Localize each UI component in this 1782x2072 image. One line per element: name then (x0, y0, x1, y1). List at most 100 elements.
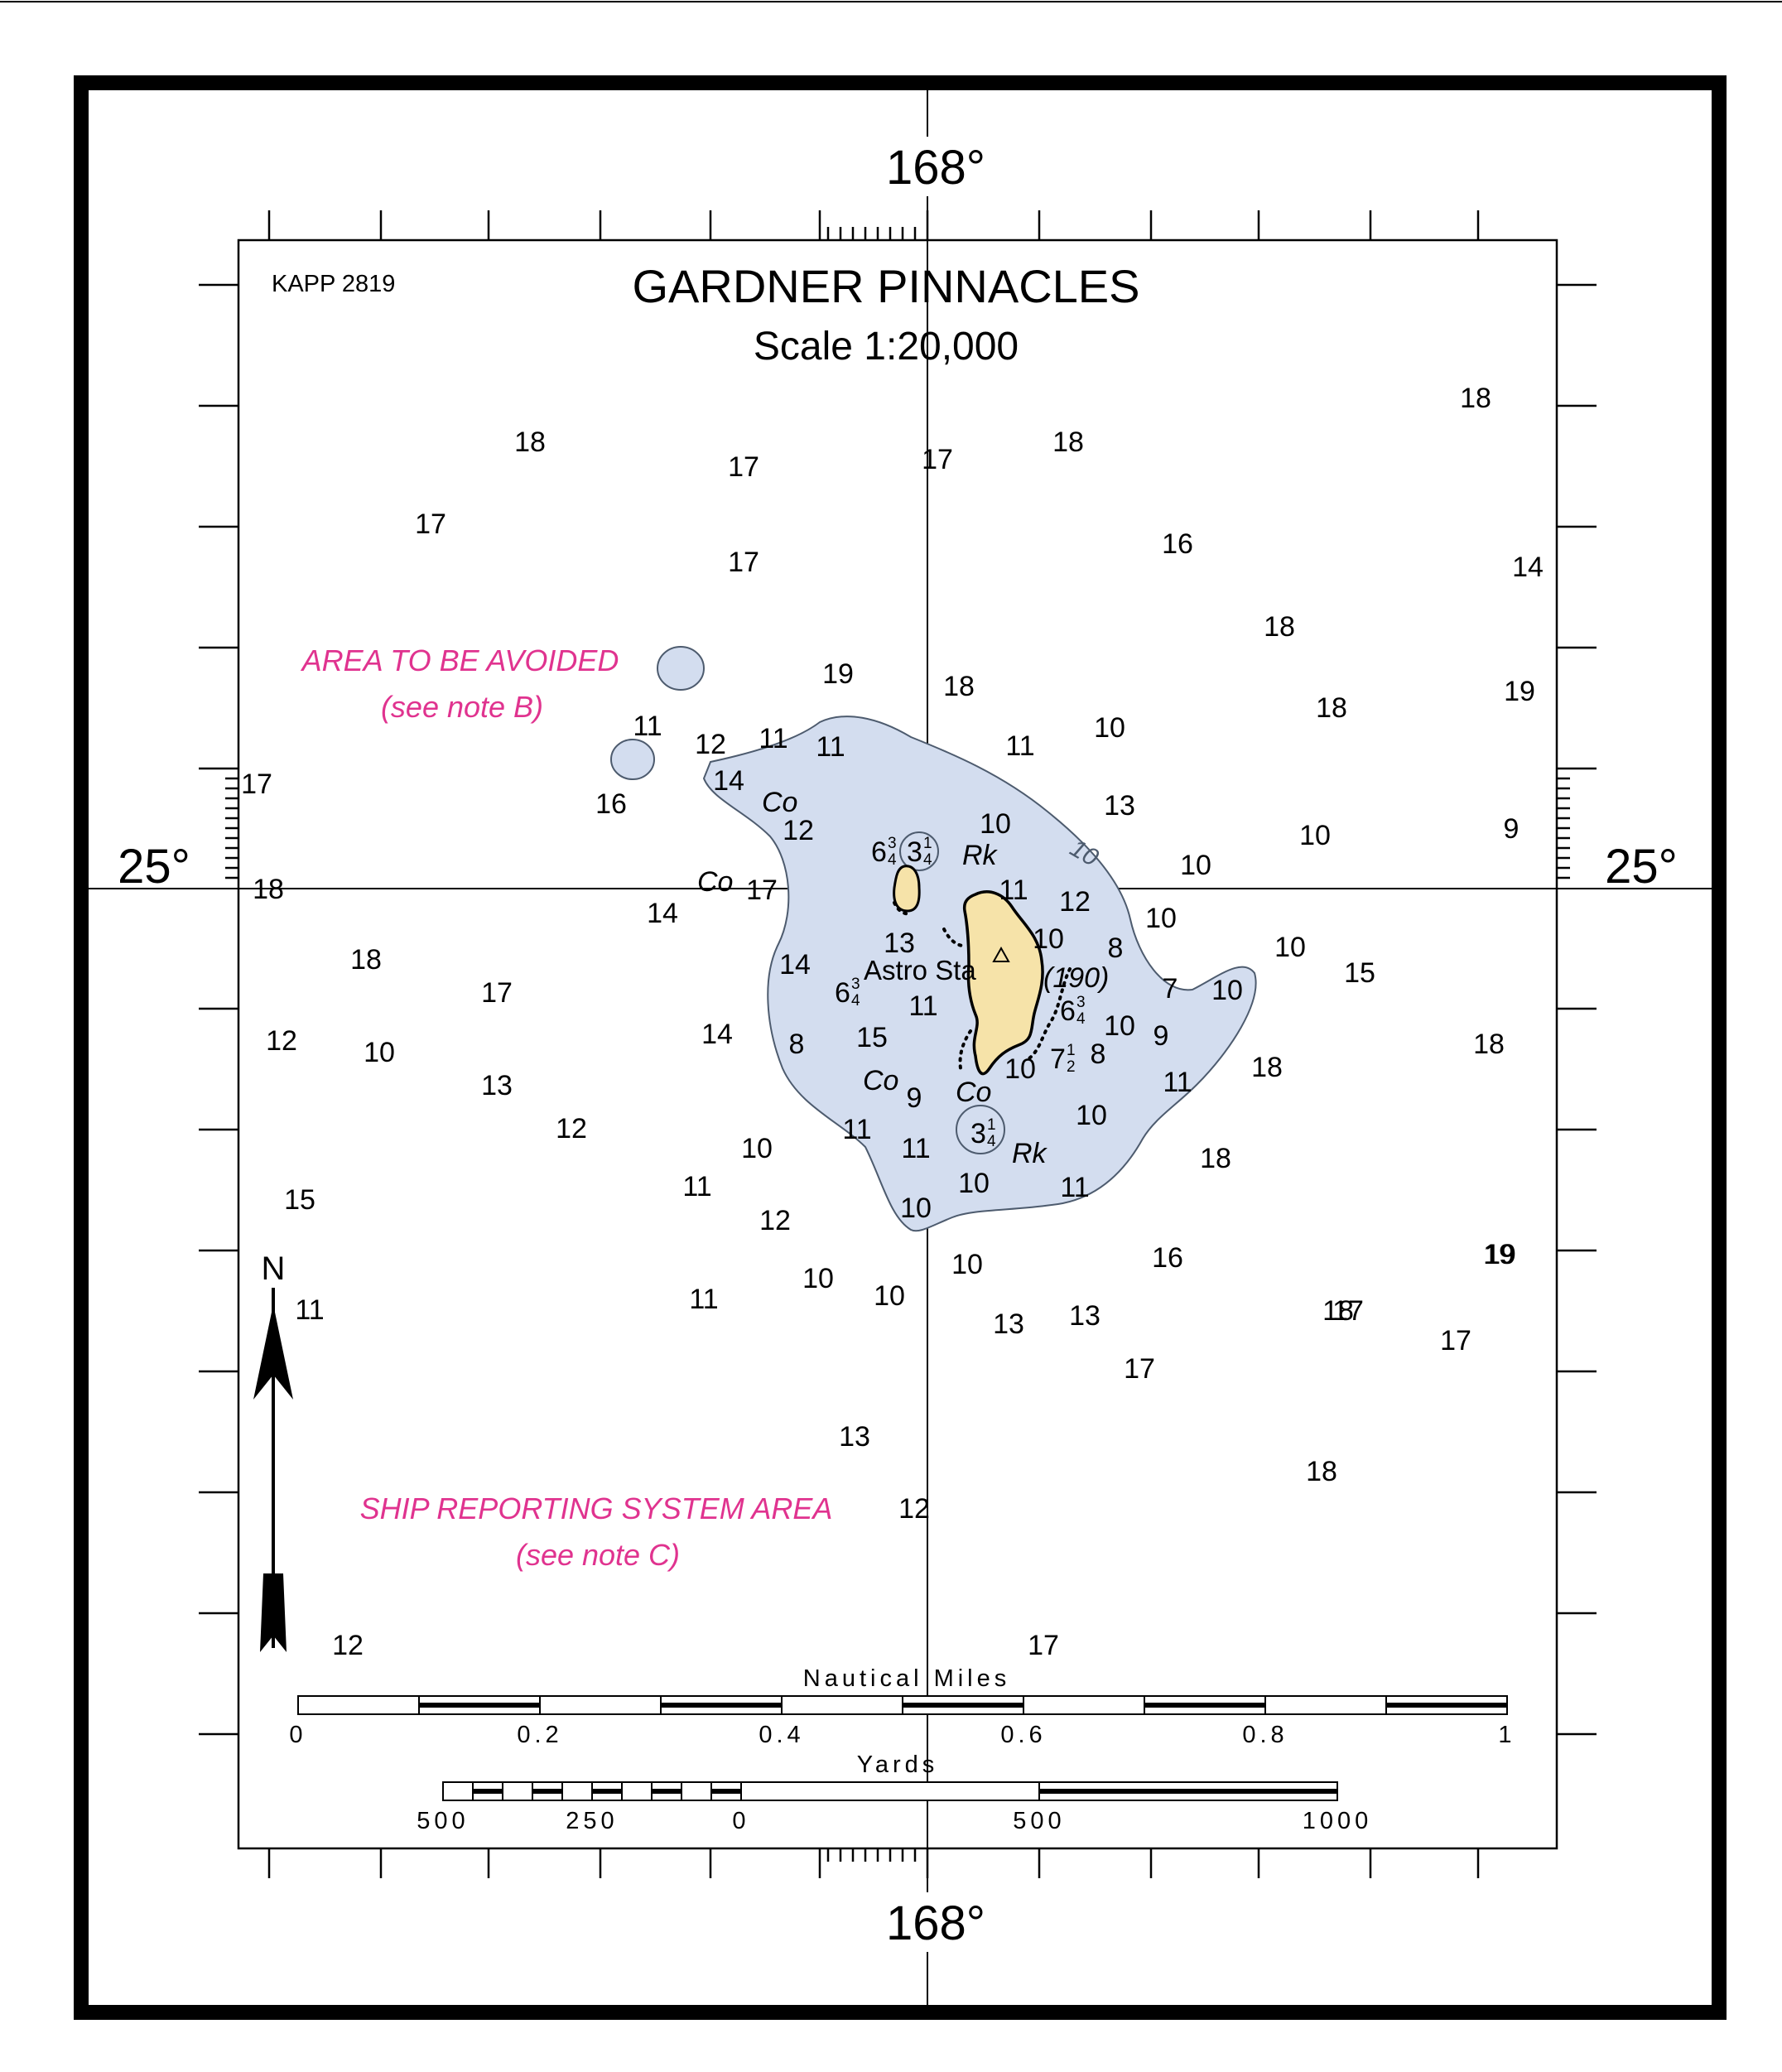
yard-tick-label: 250 (566, 1808, 618, 1834)
sounding: 11 (1005, 730, 1034, 762)
sounding: 11 (689, 1284, 718, 1315)
yards-scale: Yards 500 250 0 500 1000 (417, 1752, 1373, 1834)
foul-ground-3 (958, 1029, 972, 1070)
sounding: 17 (241, 769, 272, 800)
yard-tick-label: 500 (417, 1808, 469, 1834)
nautical-miles-label: Nautical Miles (803, 1665, 1011, 1692)
sounding: 12 (695, 729, 726, 760)
svg-text:1: 1 (1067, 1042, 1076, 1059)
yards-label: Yards (857, 1752, 939, 1778)
bottom-type-co-4: Co (956, 1077, 991, 1108)
chart-title: GARDNER PINNACLES (632, 260, 1139, 312)
yard-tick-label: 0 (732, 1808, 749, 1834)
svg-text:3: 3 (851, 976, 860, 993)
sounding: 16 (595, 788, 627, 820)
svg-text:4: 4 (851, 992, 860, 1009)
sounding: 8 (1091, 1038, 1106, 1070)
sounding: 11 (901, 1133, 930, 1164)
sounding: 13 (1069, 1300, 1101, 1332)
chart-id: KAPP 2819 (272, 271, 395, 297)
nm-tick-label: 0 (289, 1722, 306, 1748)
sounding: 10 (1076, 1100, 1107, 1131)
sounding: 18 (253, 874, 284, 905)
sounding: 10 (1274, 932, 1306, 963)
nm-tick-label: 0.6 (1000, 1722, 1046, 1748)
sounding: 11 (908, 990, 937, 1022)
fractional-sounding: 6 34 (1060, 994, 1086, 1028)
foul-ground-1 (942, 928, 964, 947)
sounding: 13 (884, 928, 915, 959)
sounding: 15 (1344, 957, 1375, 989)
sounding: 10 (1145, 903, 1177, 934)
sounding: 11 (759, 723, 787, 754)
sounding: 17 (1332, 1295, 1364, 1327)
sounding: 19 (1485, 1239, 1516, 1270)
foul-ground-4 (893, 901, 913, 916)
sounding: 12 (783, 815, 814, 846)
svg-text:1: 1 (923, 835, 932, 852)
fractional-sounding: 3 14 (970, 1116, 996, 1150)
fractional-sounding: 7 12 (1050, 1042, 1076, 1076)
astro-station-triangle (992, 946, 1010, 962)
sounding: 17 (728, 451, 759, 483)
sounding: 17 (1028, 1630, 1059, 1661)
chart-scale: Scale 1:20,000 (754, 325, 1019, 369)
rock-circle-2 (956, 1105, 1005, 1154)
sounding: 18 (1460, 383, 1491, 414)
sounding: 14 (701, 1019, 733, 1050)
sounding: 12 (1059, 886, 1091, 918)
ship-reporting-note: (see note C) (516, 1538, 680, 1572)
sounding: 8 (789, 1029, 805, 1060)
sounding: 11 (816, 731, 845, 763)
lon-label-top: 168° (886, 141, 985, 195)
sounding: 9 (1153, 1020, 1169, 1052)
sounding: 19 (1504, 676, 1535, 707)
nm-tick-label: 0.4 (759, 1722, 804, 1748)
foul-ground-2 (1025, 967, 1072, 1062)
svg-text:4: 4 (923, 851, 932, 869)
sounding: 16 (1162, 528, 1193, 560)
svg-text:4: 4 (888, 851, 897, 869)
sounding: 10 (900, 1193, 932, 1224)
sounding: 12 (332, 1630, 364, 1661)
svg-text:2: 2 (1067, 1058, 1076, 1076)
sounding: 10 (802, 1263, 834, 1294)
svg-text:4: 4 (987, 1133, 996, 1150)
sounding: 7 (1163, 973, 1178, 1005)
lat-label-left: 25° (118, 840, 190, 894)
outer-border (74, 75, 1727, 2020)
yard-tick-label: 1000 (1303, 1808, 1373, 1834)
sounding: 11 (1060, 1172, 1089, 1203)
sounding: 10 (951, 1249, 983, 1280)
svg-text:3: 3 (907, 836, 922, 868)
fractional-sounding: 6 34 (835, 976, 860, 1009)
sounding: 10 (1094, 712, 1125, 744)
sounding: 18 (1322, 1295, 1354, 1327)
main-islet (962, 890, 1044, 1076)
sounding: 18 (1316, 692, 1347, 724)
bottom-type-co-1: Co (762, 787, 797, 818)
svg-text:6: 6 (871, 836, 887, 868)
sounding: 11 (682, 1171, 711, 1202)
sounding: 13 (1104, 790, 1135, 822)
sounding: 19 (1483, 1239, 1515, 1270)
sounding: 17 (746, 875, 778, 906)
svg-text:6: 6 (835, 977, 850, 1009)
sounding: 17 (1124, 1353, 1155, 1385)
astro-station-label: Astro Sta (864, 955, 976, 985)
yard-tick-label: 500 (1013, 1808, 1065, 1834)
sounding: 11 (999, 875, 1028, 906)
sounding: 10 (1211, 975, 1243, 1006)
height-label: (190) (1043, 962, 1109, 994)
fractional-soundings: 6 34 3 146 34 6 347 123 14 (835, 835, 1086, 1150)
lon-label-bottom: 168° (886, 1896, 985, 1950)
small-islet (893, 865, 921, 913)
sounding: 17 (415, 508, 446, 540)
svg-text:3: 3 (888, 835, 897, 852)
sounding: 14 (1512, 552, 1544, 583)
sounding: 13 (993, 1308, 1024, 1340)
sounding: 16 (1152, 1242, 1183, 1274)
sounding: 17 (728, 547, 759, 578)
svg-text:7: 7 (1050, 1043, 1066, 1075)
